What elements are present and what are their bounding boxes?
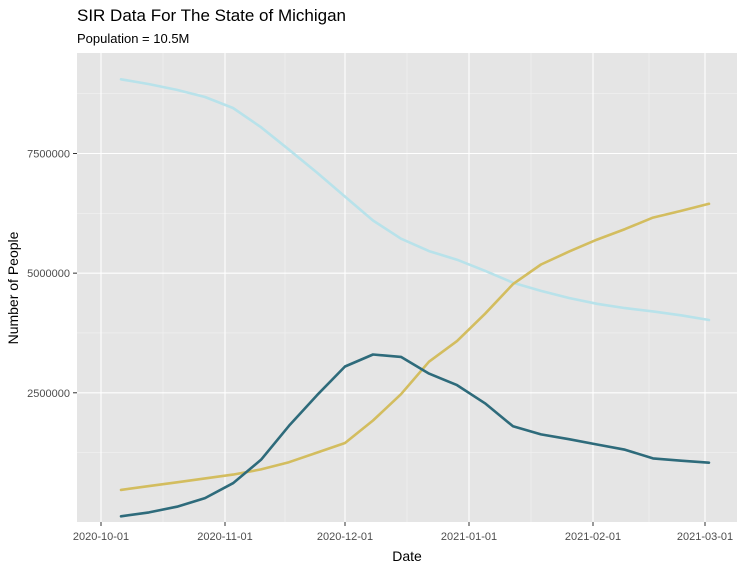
y-tick-label: 7500000 bbox=[27, 149, 70, 161]
x-tick-label: 2021-02-01 bbox=[565, 531, 621, 543]
y-axis-title: Number of People bbox=[5, 231, 21, 344]
major-gridlines bbox=[77, 53, 737, 522]
y-tick-label: 2500000 bbox=[27, 388, 70, 400]
chart-subtitle: Population = 10.5M bbox=[77, 31, 189, 46]
y-tick-label: 5000000 bbox=[27, 268, 70, 280]
x-axis-title: Date bbox=[392, 548, 422, 564]
x-tick-label: 2020-12-01 bbox=[317, 531, 373, 543]
series-line-3 bbox=[119, 353, 711, 518]
series-line-1 bbox=[119, 78, 711, 322]
chart-title: SIR Data For The State of Michigan bbox=[77, 6, 346, 25]
y-axis: 2500000 5000000 7500000 bbox=[27, 149, 77, 400]
series-lines bbox=[119, 78, 711, 518]
x-axis: 2020-10-01 2020-11-01 2020-12-01 2021-01-01… bbox=[73, 522, 733, 543]
x-tick-label: 2021-03-01 bbox=[677, 531, 733, 543]
x-tick-label: 2020-10-01 bbox=[73, 531, 129, 543]
x-tick-label: 2020-11-01 bbox=[197, 531, 252, 543]
series-line-2 bbox=[119, 202, 711, 492]
x-tick-label: 2021-01-01 bbox=[441, 531, 497, 543]
